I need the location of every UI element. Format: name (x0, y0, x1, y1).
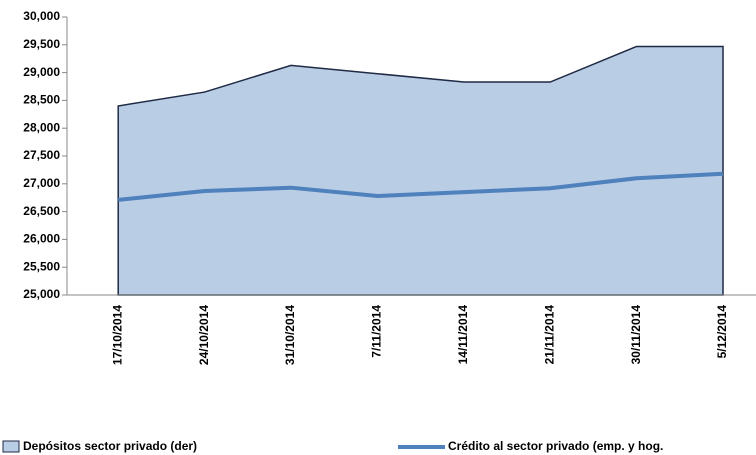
y-tick-label: 29,000 (23, 65, 60, 79)
x-tick-label: 17/10/2014 (110, 305, 124, 365)
y-tick-label: 26,500 (23, 204, 60, 218)
y-tick-label: 28,000 (23, 120, 60, 134)
x-tick-label: 30/11/2014 (629, 305, 643, 365)
x-tick-label: 14/11/2014 (456, 305, 470, 365)
x-tick-label: 7/11/2014 (370, 305, 384, 358)
area (117, 45, 724, 296)
x-tick-label: 5/12/2014 (715, 305, 729, 359)
y-tick-label: 26,000 (23, 232, 60, 246)
y-tick-label: 28,500 (23, 93, 60, 107)
y-tick-label: 29,500 (23, 37, 60, 51)
x-tick-label: 24/10/2014 (197, 305, 211, 365)
x-tick-label: 31/10/2014 (283, 305, 297, 365)
y-tick-label: 30,000 (23, 9, 60, 23)
y-tick-label: 27,500 (23, 148, 60, 162)
y-tick-label: 25,500 (23, 259, 60, 273)
x-tick-label: 21/11/2014 (542, 305, 556, 365)
legend-label: Crédito al sector privado (emp. y hog. (448, 439, 663, 453)
line (117, 171, 724, 202)
legend-label: Depósitos sector privado (der) (23, 439, 197, 453)
y-tick-label: 27,000 (23, 176, 60, 190)
y-tick-label: 25,000 (23, 287, 60, 301)
legend-swatch (2, 440, 20, 453)
